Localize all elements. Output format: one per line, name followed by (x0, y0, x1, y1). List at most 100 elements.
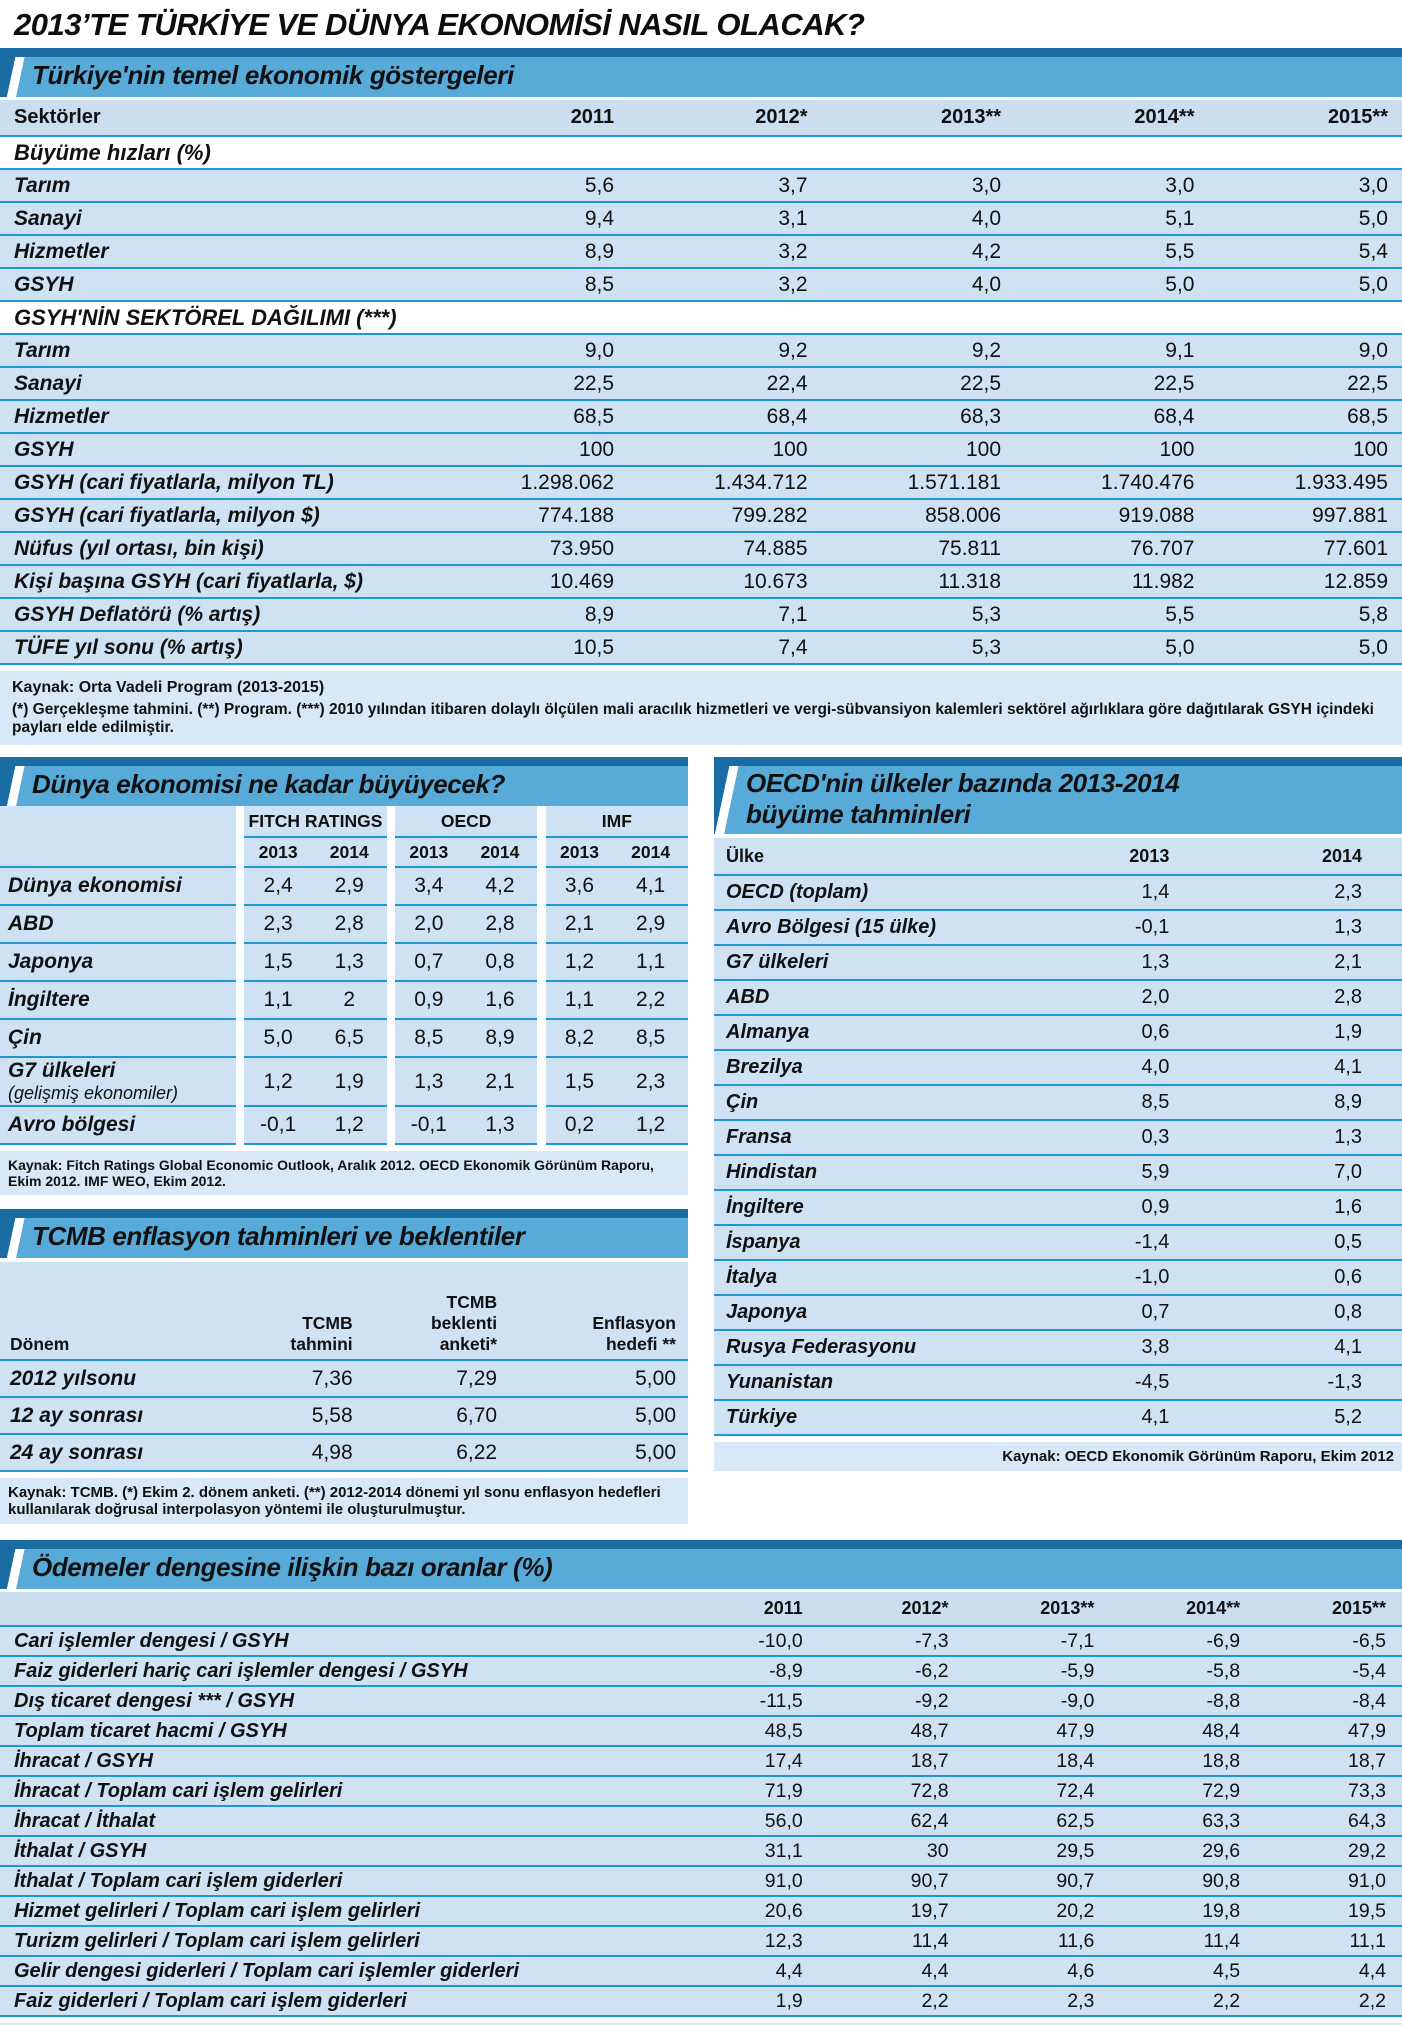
cell-2014: 1,3 (1209, 909, 1402, 947)
row-label: Japonya (714, 1294, 1017, 1332)
table-row: TÜFE yıl sonu (% artış) 10,5 7,4 5,3 5,0… (0, 630, 1402, 665)
cell-2015: 77.601 (1208, 531, 1402, 566)
year-header-row: 2013 2014 2013 2014 2013 2014 (0, 837, 688, 868)
table-row: Hizmetler 8,9 3,2 4,2 5,5 5,4 (0, 234, 1402, 269)
cell-2011: -10,0 (672, 1625, 819, 1657)
odemeler-table: 2011 2012* 2013** 2014** 2015** Cari işl… (0, 1592, 1402, 2017)
table-row: Brezilya 4,0 4,1 (714, 1049, 1402, 1087)
cell-fitch-2013: 2,3 (244, 904, 312, 944)
cell-2011: 10,5 (434, 630, 629, 665)
oecd-source: Kaynak: OECD Ekonomik Görünüm Raporu, Ek… (714, 1442, 1402, 1472)
temel-gostergeler-title: Türkiye'nin temel ekonomik göstergeleri (32, 60, 514, 91)
cell-2014 (1015, 301, 1209, 334)
table-row: Çin 5,0 6,5 8,5 8,9 8,2 (0, 1018, 688, 1058)
cell-2014 (1015, 136, 1209, 169)
table-row: İhracat / İthalat 56,0 62,4 62,5 63,3 64… (0, 1805, 1402, 1837)
tcmb-table: Dönem TCMB tahmini TCMB beklenti anketi*… (0, 1262, 688, 1472)
cell-2014: 4,5 (1110, 1955, 1257, 1987)
table-row: 24 ay sonrası 4,98 6,22 5,00 (0, 1433, 688, 1472)
cell-2014: 1.740.476 (1015, 465, 1209, 500)
row-label: Sanayi (0, 201, 435, 236)
source-note: Kaynak: Orta Vadeli Program (2013-2015) (12, 679, 325, 696)
row-label: Japonya (0, 942, 236, 982)
cell-2013: 2,3 (964, 1985, 1111, 2017)
row-label: 2012 yılsonu (0, 1359, 221, 1398)
cell-2015: 91,0 (1256, 1865, 1402, 1897)
cell-2014: 4,1 (1209, 1049, 1402, 1087)
row-label: İtalya (714, 1259, 1017, 1297)
table-row: Sanayi 22,5 22,4 22,5 22,5 22,5 (0, 366, 1402, 401)
cell-2011: 10.469 (434, 564, 629, 599)
cell-2013: 0,9 (1016, 1189, 1210, 1227)
cell-2013: 4,6 (964, 1955, 1111, 1987)
cell-2014: 5,0 (1015, 267, 1209, 302)
cell-2011: 1.298.062 (434, 465, 629, 500)
cell-imf-2013: 0,2 (545, 1105, 614, 1145)
row-label: 12 ay sonrası (0, 1396, 221, 1435)
cell-2011 (434, 136, 629, 169)
cell-2014: 100 (1015, 432, 1209, 467)
table-row: Cari işlemler dengesi / GSYH -10,0 -7,3 … (0, 1625, 1402, 1657)
cell-oecd-2013: 3,4 (395, 866, 463, 906)
table-row: İthalat / GSYH 31,1 30 29,5 29,6 29,2 (0, 1835, 1402, 1867)
row-label: Çin (0, 1018, 236, 1058)
row-label: GSYH (0, 267, 435, 302)
cell-2013: 75.811 (821, 531, 1016, 566)
table-row: Büyüme hızları (%) (0, 136, 1402, 169)
col-header-donem: Dönem (0, 1262, 221, 1361)
cell-2011: 73.950 (434, 531, 629, 566)
row-label: İhracat / GSYH (0, 1745, 673, 1777)
cell-2013: 3,0 (821, 168, 1016, 203)
cell-2012: 11,4 (818, 1925, 965, 1957)
cell-fitch-2013: 1,5 (244, 942, 312, 982)
cell-oecd-2013: 0,7 (395, 942, 463, 982)
section-oecd-tahminleri: OECD'nin ülkeler bazında 2013-2014 büyüm… (714, 757, 1402, 1472)
cell-2012: -6,2 (818, 1655, 965, 1687)
row-label: ABD (0, 904, 236, 944)
cell-fitch-2014: 2,9 (311, 866, 387, 906)
table-row: 12 ay sonrası 5,58 6,70 5,00 (0, 1396, 688, 1435)
cell-2011: 22,5 (434, 366, 629, 401)
cell-oecd-2013: 8,5 (395, 1018, 463, 1058)
cell-2014: 2,1 (1209, 944, 1402, 982)
row-label: Tarım (0, 333, 435, 368)
cell-2014: 5,1 (1015, 201, 1209, 236)
cell-2015: 5,8 (1208, 597, 1402, 632)
cell-2014: 9,1 (1015, 333, 1209, 368)
row-label: İthalat / GSYH (0, 1835, 673, 1867)
cell-2012 (628, 301, 822, 334)
cell-oecd-2013: -0,1 (395, 1105, 463, 1145)
cell-imf-2013: 1,2 (545, 942, 614, 982)
cell-2015: 18,7 (1256, 1745, 1402, 1777)
table-row: Sanayi 9,4 3,1 4,0 5,1 5,0 (0, 201, 1402, 236)
row-label: Hindistan (714, 1154, 1017, 1192)
cell-2013 (821, 301, 1016, 334)
cell-2014: 11.982 (1015, 564, 1209, 599)
cell-2012: 68,4 (628, 399, 822, 434)
table-row: G7 ülkeleri 1,3 2,1 (714, 944, 1402, 982)
year-header: 2014 (311, 837, 387, 868)
cell-2013: 0,7 (1016, 1294, 1210, 1332)
cell-oecd-2014: 0,8 (462, 942, 538, 982)
tcmb-titlebar: TCMB enflasyon tahminleri ve beklentiler (0, 1209, 688, 1258)
cell-2014: 90,8 (1110, 1865, 1257, 1897)
dunya-titlebar: Dünya ekonomisi ne kadar büyüyecek? (0, 757, 688, 806)
section-odemeler-dengesi: Ödemeler dengesine ilişkin bazı oranlar … (0, 1540, 1402, 2025)
cell-2015: 5,0 (1208, 267, 1402, 302)
row-label: Dünya ekonomisi (0, 866, 236, 906)
col-header-2012: 2012* (818, 1592, 965, 1627)
cell-2012: -9,2 (818, 1685, 965, 1717)
cell-2014: 0,8 (1209, 1294, 1402, 1332)
row-label: Gelir dengesi giderleri / Toplam cari iş… (0, 1955, 673, 1987)
cell-2012: 90,7 (818, 1865, 965, 1897)
year-header: 2014 (462, 837, 538, 868)
cell-oecd-2014: 1,6 (462, 980, 538, 1020)
row-label: Brezilya (714, 1049, 1017, 1087)
row-label: G7 ülkeleri (gelişmiş ekonomiler) (0, 1056, 236, 1107)
cell-imf-2014: 1,1 (613, 942, 688, 982)
col-header-ulke: Ülke (714, 838, 1017, 877)
cell-2012: 3,1 (628, 201, 822, 236)
row-label: Çin (714, 1084, 1017, 1122)
cell-2013: -5,9 (964, 1655, 1111, 1687)
cell-2015 (1208, 301, 1402, 334)
